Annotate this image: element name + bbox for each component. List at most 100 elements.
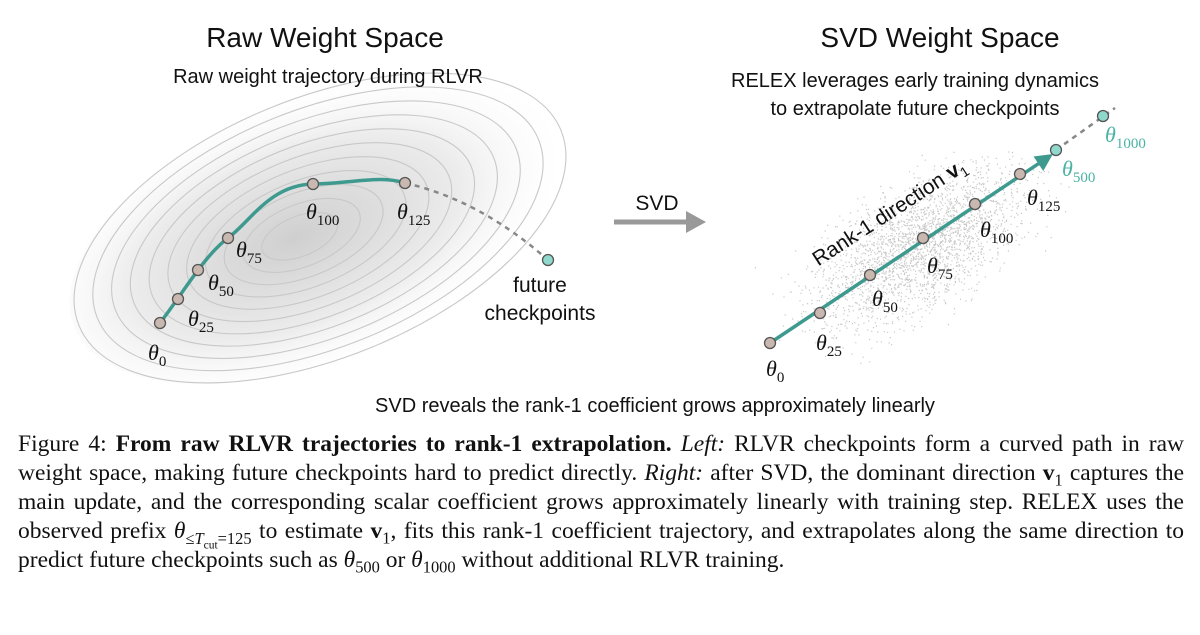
contour <box>167 142 453 323</box>
subscript: 1 <box>382 528 391 548</box>
checkpoint-label: θ50 <box>208 270 234 300</box>
checkpoint-marker <box>153 316 167 330</box>
checkpoint-label: θ0 <box>766 356 784 386</box>
loss-contours <box>69 71 571 385</box>
theta-subscript: 25 <box>827 344 842 360</box>
vector: v <box>370 518 383 544</box>
contour <box>73 72 567 384</box>
subscript: 1000 <box>422 557 456 577</box>
future-label: checkpoints <box>485 302 596 325</box>
theta-subscript: 125 <box>408 213 431 229</box>
checkpoint-label: θ125 <box>1027 185 1060 215</box>
relation: ≤ <box>185 528 195 548</box>
contour <box>111 100 521 359</box>
theta-subscript: 0 <box>159 354 167 370</box>
checkpoint-marker <box>763 336 777 350</box>
contour <box>223 183 384 286</box>
checkpoint-marker <box>306 177 320 191</box>
svd-arrow-head <box>686 211 706 233</box>
svd-label: SVD <box>635 192 678 215</box>
theta-symbol: θ <box>1105 122 1116 147</box>
theta: θ <box>411 547 423 573</box>
checkpoint-label: θ25 <box>188 306 214 336</box>
right-title: SVD Weight Space <box>820 22 1059 53</box>
contour <box>92 86 544 372</box>
contour <box>129 114 498 347</box>
checkpoint-marker <box>221 231 235 245</box>
caption-text: to estimate <box>259 518 364 544</box>
subscript: 1 <box>1054 470 1063 490</box>
subscript: ≤Tcut=125 <box>185 528 252 551</box>
theta-subscript: 100 <box>991 231 1014 247</box>
caption-text: captures the main update, and the corres… <box>18 460 1184 544</box>
checkpoint-marker <box>541 253 555 267</box>
checkpoint-marker <box>1013 167 1027 181</box>
right-subtitle: RELEX leverages early training dynamics <box>731 70 1099 92</box>
theta-symbol: θ <box>397 199 408 224</box>
checkpoint-label: θ100 <box>980 217 1013 247</box>
theta-symbol: θ <box>927 253 938 278</box>
theta-symbol: θ <box>148 340 159 365</box>
contour <box>242 197 361 273</box>
theta-symbol: θ <box>208 270 219 295</box>
theta-subscript: 75 <box>247 251 262 267</box>
theta-symbol: θ <box>306 199 317 224</box>
right-subtitle: to extrapolate future checkpoints <box>770 98 1059 120</box>
theta-subscript: 50 <box>219 284 234 300</box>
theta-subscript: 25 <box>199 320 214 336</box>
figure: Raw Weight Space Raw weight trajectory d… <box>69 22 1146 417</box>
theta: θ <box>173 518 186 544</box>
checkpoint-marker <box>191 263 205 277</box>
contour <box>204 170 407 298</box>
checkpoint-marker <box>398 176 412 190</box>
checkpoint-marker <box>968 197 982 211</box>
checkpoint-marker <box>863 268 877 282</box>
checkpoint-label: θ100 <box>306 199 339 229</box>
direction-label: Rank-1 directionv1 <box>808 154 972 273</box>
checkpoint-marker <box>916 231 930 245</box>
theta: θ <box>343 547 356 573</box>
theta-symbol: θ <box>1062 156 1073 181</box>
theta-symbol: θ <box>816 330 827 355</box>
checkpoint-label: θ25 <box>816 330 842 360</box>
checkpoint-label: θ1000 <box>1105 122 1146 152</box>
theta-subscript: 125 <box>1038 199 1061 215</box>
checkpoint-label: θ50 <box>872 286 898 316</box>
theta-symbol: θ <box>766 356 777 381</box>
checkpoint-marker <box>171 292 185 306</box>
theta-subscript: 1000 <box>1116 136 1146 152</box>
theta-subscript: 500 <box>1073 170 1096 186</box>
theta-symbol: θ <box>188 306 199 331</box>
left-label: Left: <box>680 431 726 457</box>
theta-symbol: θ <box>236 237 247 262</box>
checkpoint-label: θ0 <box>148 340 166 370</box>
caption-text: , fits this rank-1 coefficient trajector… <box>18 518 1185 573</box>
figure-caption: Figure 4: From raw RLVR trajectories to … <box>18 430 1184 575</box>
checkpoint-marker <box>1096 109 1110 123</box>
checkpoint-label: θ125 <box>397 199 430 229</box>
caption-text: RLVR checkpoints form a curved path in r… <box>18 431 1185 486</box>
caption-text: or <box>385 547 406 573</box>
basin <box>69 71 571 385</box>
checkpoint-label: θ75 <box>236 237 262 267</box>
left-subtitle: Raw weight trajectory during RLVR <box>173 66 483 88</box>
left-title: Raw Weight Space <box>206 22 444 53</box>
checkpoint-label: θ75 <box>927 253 953 283</box>
caption-title: From raw RLVR trajectories to rank-1 ext… <box>115 431 672 457</box>
vector: v <box>1042 460 1055 486</box>
theta-symbol: θ <box>872 286 883 311</box>
right-label: Right: <box>644 460 704 486</box>
variable: T <box>194 528 204 548</box>
contour <box>148 128 476 335</box>
caption-text: without additional RLVR training. <box>461 547 785 573</box>
theta-subscript: 50 <box>883 300 898 316</box>
value: =125 <box>217 528 252 548</box>
future-label: future <box>513 274 567 297</box>
theta-symbol: θ <box>980 217 991 242</box>
trajectory <box>158 177 406 325</box>
checkpoint-marker <box>1049 143 1063 157</box>
theta-subscript: 100 <box>317 213 340 229</box>
theta-subscript: 0 <box>777 370 785 386</box>
subscript: cut <box>203 538 218 551</box>
